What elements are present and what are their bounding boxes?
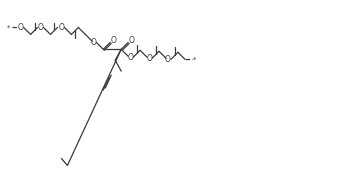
Text: *: *	[7, 25, 10, 31]
Text: O: O	[127, 53, 133, 62]
Text: O: O	[59, 23, 65, 32]
Text: O: O	[165, 55, 171, 64]
Text: O: O	[128, 36, 134, 45]
Text: O: O	[110, 36, 116, 45]
Text: *: *	[193, 56, 197, 62]
Text: O: O	[146, 54, 152, 63]
Text: O: O	[18, 23, 24, 32]
Text: O: O	[90, 38, 96, 47]
Text: O: O	[37, 23, 43, 32]
